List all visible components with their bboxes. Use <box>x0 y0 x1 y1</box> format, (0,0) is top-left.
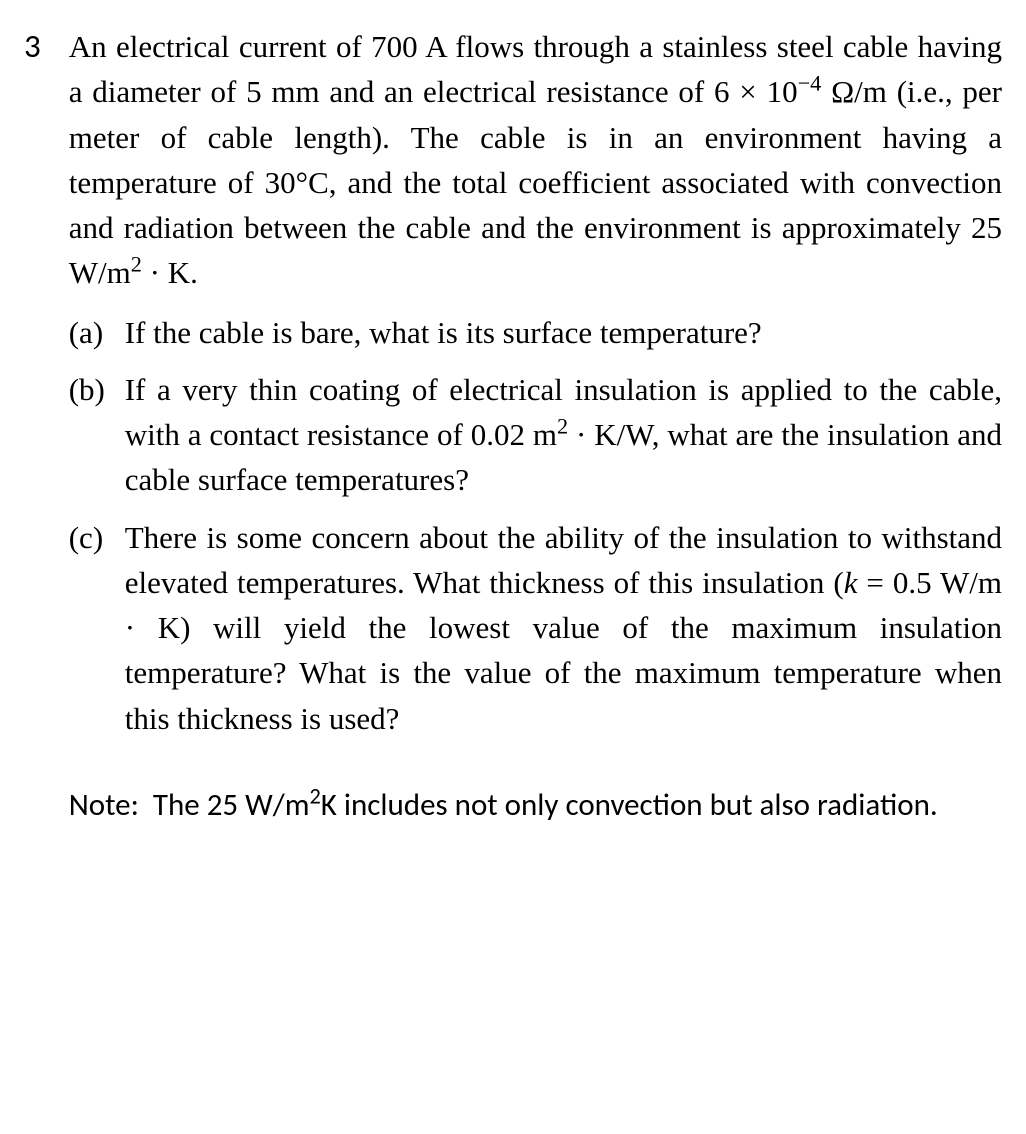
note: Note: The 25 W/m2K includes not only con… <box>69 785 1002 826</box>
problem-container: 3 An electrical current of 700 A flows t… <box>24 24 1002 826</box>
sub-label: (a) <box>69 310 125 355</box>
sub-text: If a very thin coating of electrical ins… <box>125 367 1002 503</box>
problem-intro: An electrical current of 700 A flows thr… <box>69 24 1002 296</box>
sub-label: (c) <box>69 515 125 741</box>
sub-parts: (a) If the cable is bare, what is its su… <box>69 310 1002 741</box>
sub-part-a: (a) If the cable is bare, what is its su… <box>69 310 1002 355</box>
problem-body: An electrical current of 700 A flows thr… <box>69 24 1002 826</box>
sub-label: (b) <box>69 367 125 503</box>
sub-part-b: (b) If a very thin coating of electrical… <box>69 367 1002 503</box>
problem-number: 3 <box>24 30 41 826</box>
sub-part-c: (c) There is some concern about the abil… <box>69 515 1002 741</box>
sub-text: If the cable is bare, what is its surfac… <box>125 310 1002 355</box>
sub-text: There is some concern about the ability … <box>125 515 1002 741</box>
